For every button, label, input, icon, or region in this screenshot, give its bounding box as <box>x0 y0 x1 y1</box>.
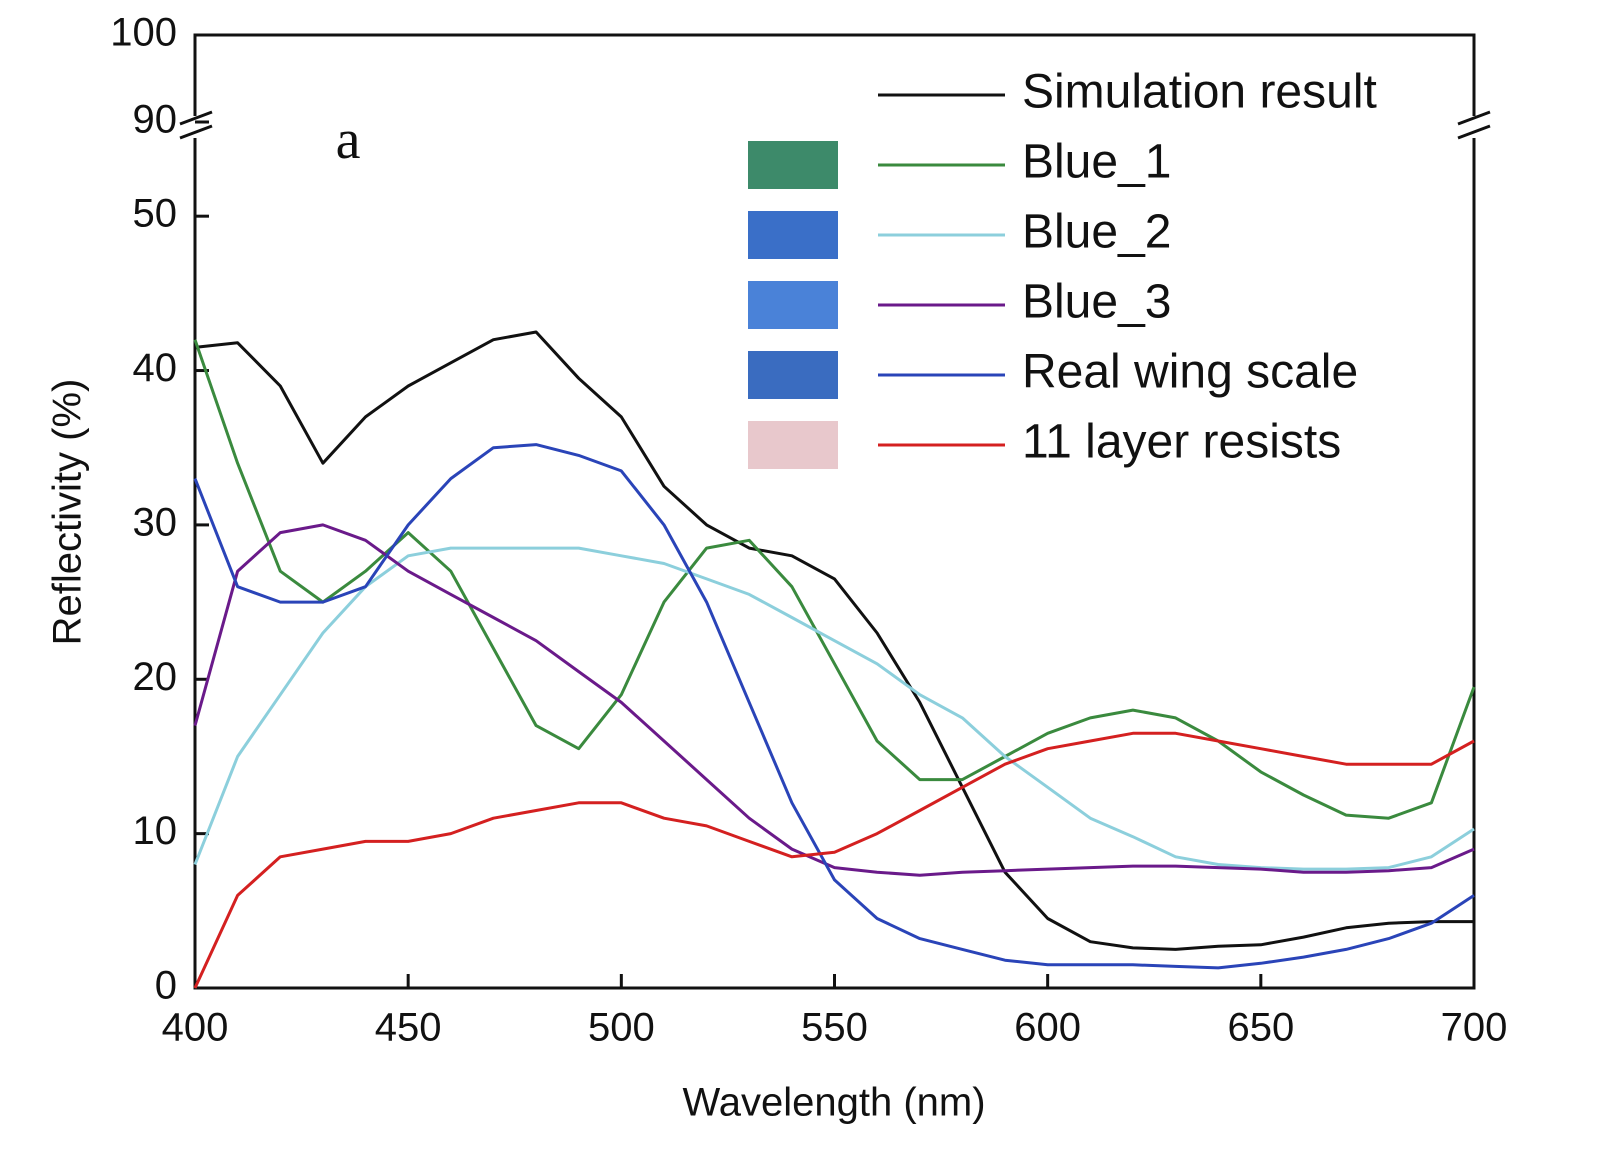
legend-swatch <box>748 211 838 259</box>
series-line <box>193 731 1475 989</box>
y-tick-label: 30 <box>133 500 178 544</box>
y-axis-label: Reflectivity (%) <box>46 379 90 646</box>
y-tick-label: 40 <box>133 346 178 390</box>
legend-label: Blue_2 <box>1022 206 1171 259</box>
legend-swatch <box>748 351 838 399</box>
axis-break-mark <box>179 110 1491 140</box>
x-tick-label: 650 <box>1227 1006 1294 1050</box>
x-tick-label: 550 <box>801 1006 868 1050</box>
y-tick-label: 100 <box>110 11 177 55</box>
legend-label: 11 layer resists <box>1022 416 1341 469</box>
legend-label: Blue_3 <box>1022 276 1171 329</box>
series-line <box>193 546 1475 871</box>
y-tick-label: 0 <box>155 964 177 1008</box>
x-tick-label: 400 <box>162 1006 229 1050</box>
panel-label: a <box>336 109 361 171</box>
y-tick-label: 50 <box>133 192 178 236</box>
x-tick-label: 450 <box>375 1006 442 1050</box>
x-tick-label: 600 <box>1014 1006 1081 1050</box>
x-tick-label: 500 <box>588 1006 655 1050</box>
series-line <box>193 523 1475 877</box>
legend-label: Simulation result <box>1022 66 1377 119</box>
legend-label: Blue_1 <box>1022 136 1171 189</box>
x-tick-label: 700 <box>1441 1006 1508 1050</box>
x-axis-label: Wavelength (nm) <box>682 1081 985 1125</box>
y-tick-label: 10 <box>133 809 178 853</box>
legend-swatch <box>748 421 838 469</box>
series-line <box>193 339 1476 820</box>
y-tick-label: 20 <box>133 655 178 699</box>
legend-label: Real wing scale <box>1022 346 1358 399</box>
series-line <box>194 330 1474 951</box>
legend-swatch <box>748 141 838 189</box>
legend-swatch <box>748 281 838 329</box>
y-tick-label: 90 <box>133 98 178 142</box>
series-line <box>193 443 1475 970</box>
